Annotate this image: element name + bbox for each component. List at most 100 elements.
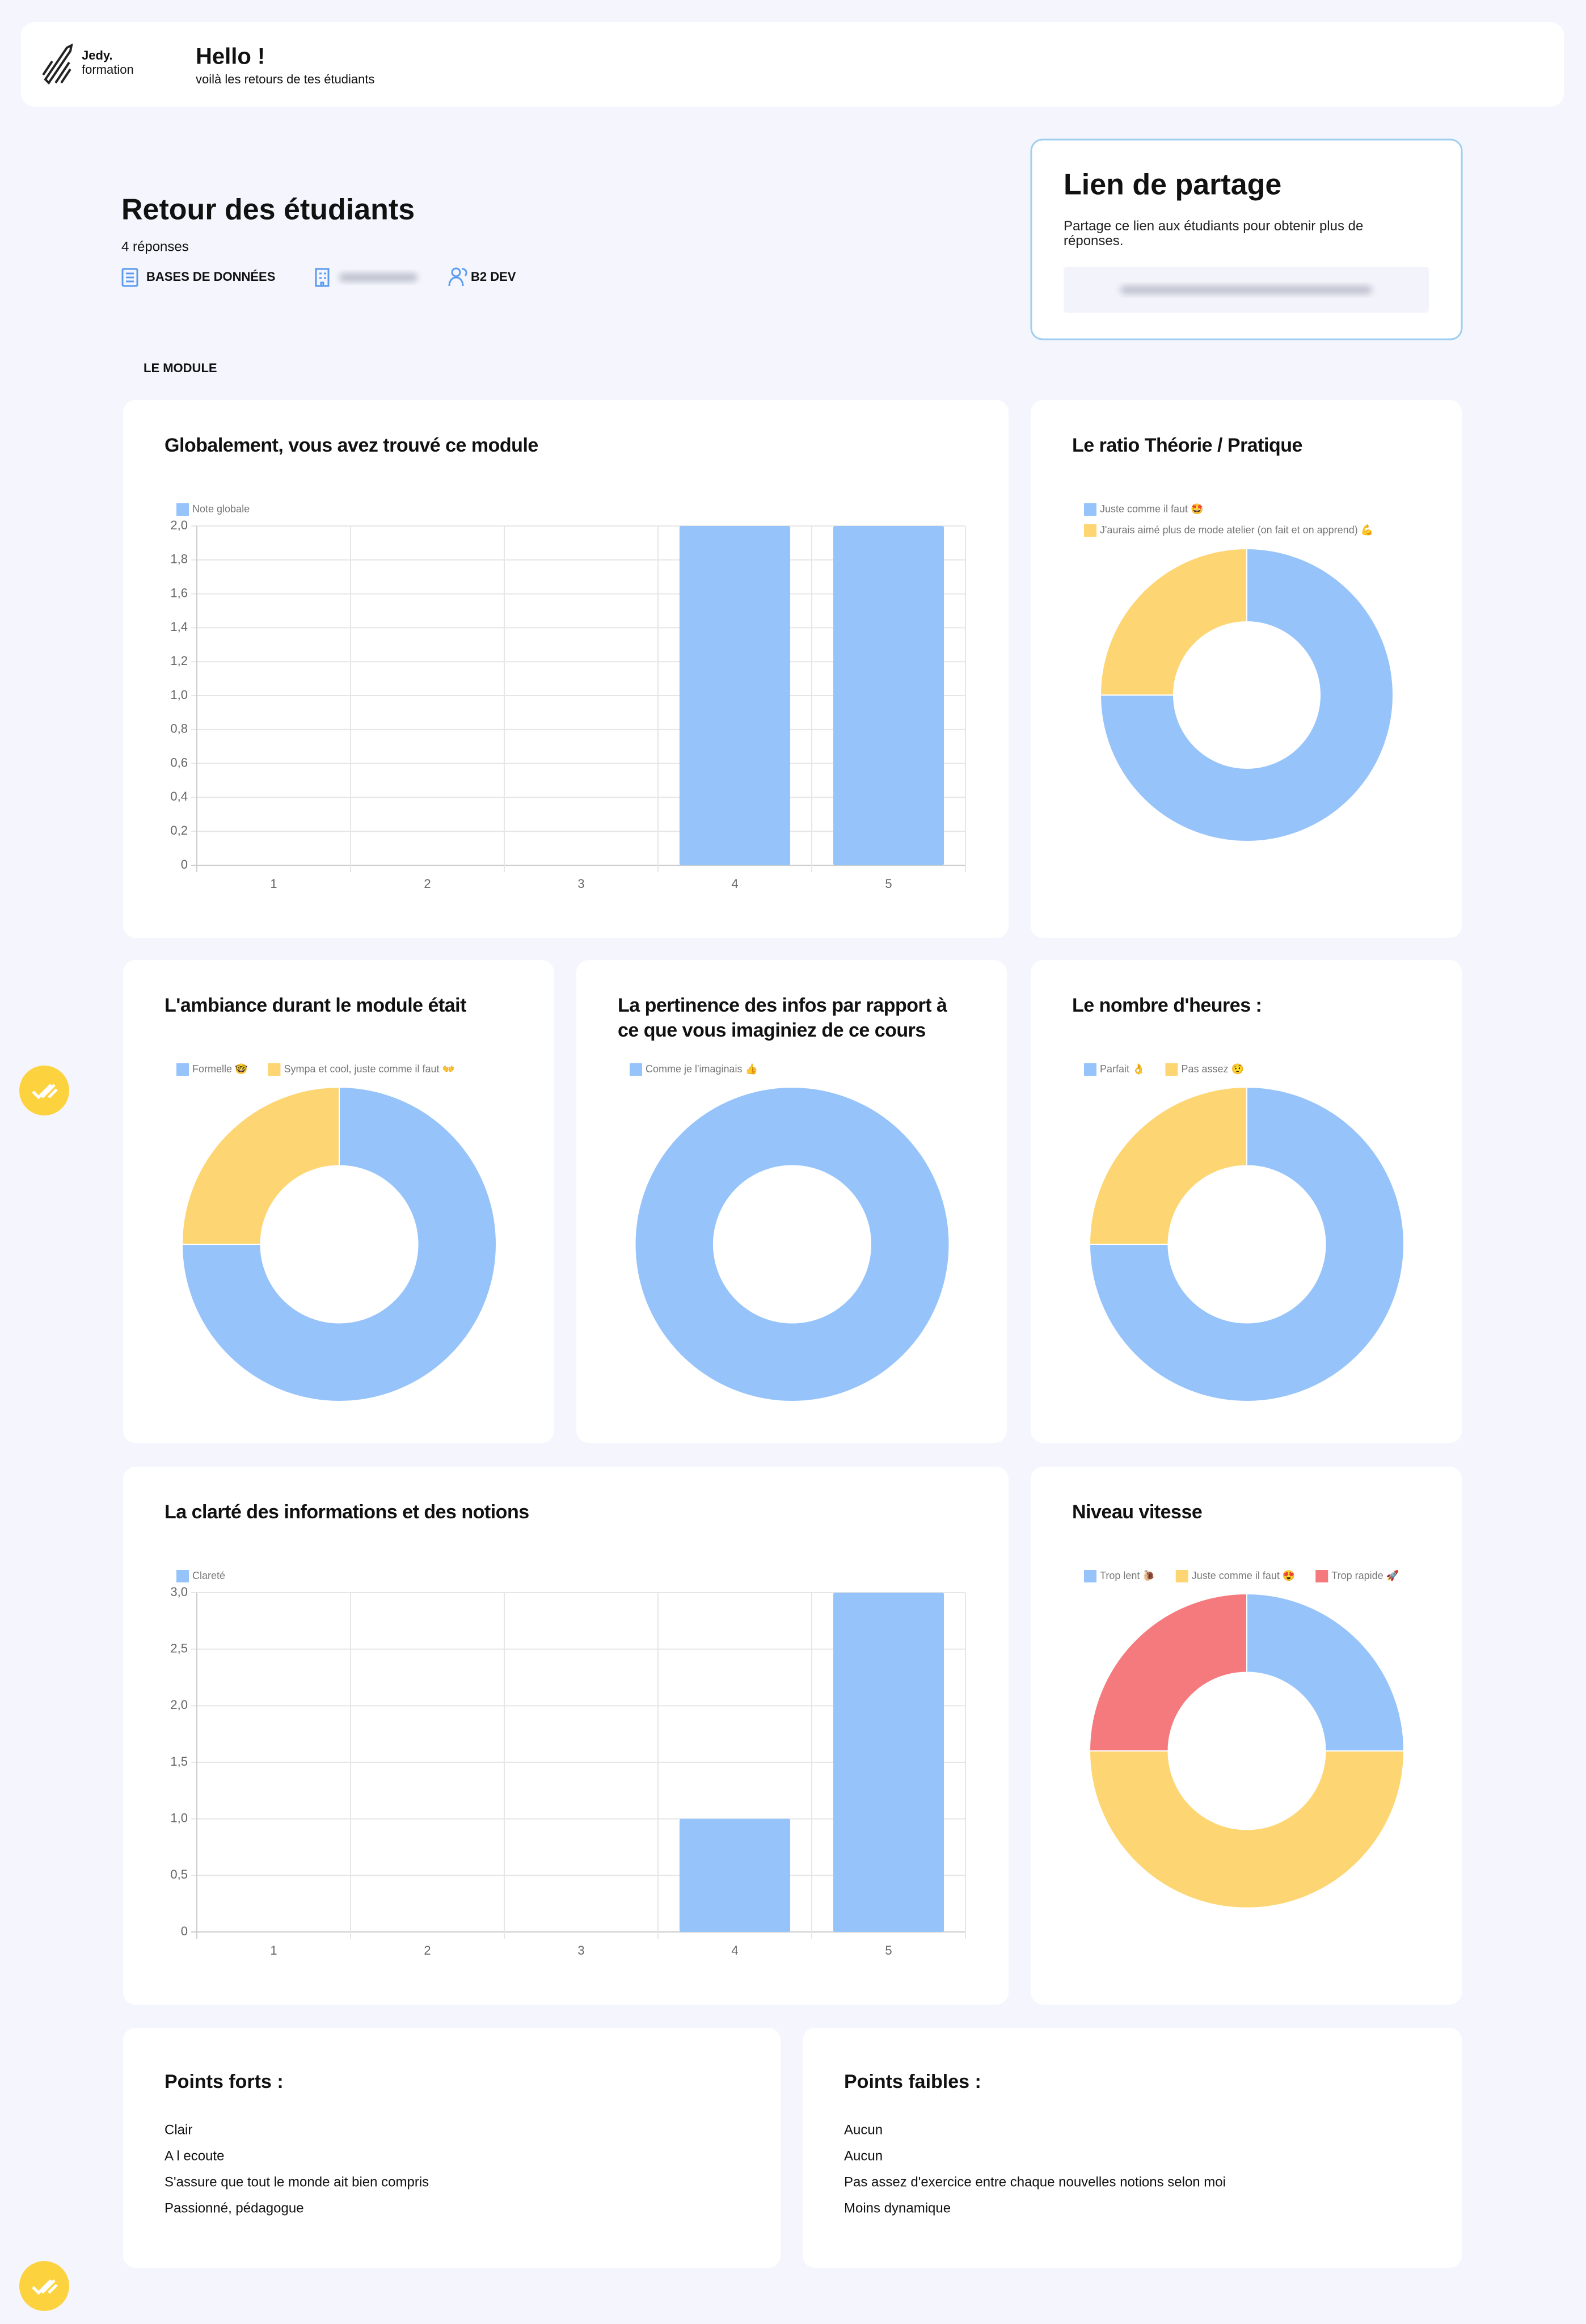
legend-label: Juste comme il faut 🤩 — [1100, 503, 1203, 515]
responses: 4 réponses — [121, 239, 189, 254]
y-tick-label: 1,4 — [170, 620, 188, 634]
y-tick-label: 1,6 — [170, 586, 188, 600]
blurred-tag — [339, 273, 417, 281]
list-item: Aucun — [844, 2148, 883, 2163]
legend-swatch — [176, 503, 189, 516]
legend-item: Formelle 🤓 — [176, 1063, 247, 1076]
tag-icons — [121, 267, 467, 287]
x-tick-label: 4 — [731, 1943, 738, 1957]
x-tick-label: 3 — [577, 1943, 584, 1957]
card-title: L'ambiance durant le module était — [164, 995, 466, 1016]
legend-swatch — [268, 1063, 281, 1076]
brand: Jedy. — [82, 48, 113, 62]
card-title-box: La pertinence des infos par rapport à ce… — [618, 995, 947, 1041]
list-item: A l ecoute — [164, 2148, 224, 2163]
legend-label: Pas assez 🤨 — [1181, 1063, 1243, 1075]
card-title-box: Le ratio Théorie / Pratique — [1072, 435, 1302, 456]
legend-item: Sympa et cool, juste comme il faut 👐 — [268, 1063, 455, 1076]
legend-label: Clareté — [192, 1570, 225, 1581]
y-tick-label: 1,0 — [170, 1811, 188, 1825]
list-item: Passionné, pédagogue — [164, 2200, 304, 2216]
donut-segment — [1089, 1750, 1405, 1909]
card-title: Globalement, vous avez trouvé ce module — [164, 435, 538, 456]
card-title: La pertinence des infos par rapport à ce… — [618, 995, 947, 1041]
legend-item: Clareté — [176, 1570, 225, 1582]
y-tick-label: 2,0 — [170, 518, 188, 532]
donut-segment — [1089, 1593, 1247, 1752]
card — [1031, 400, 1462, 938]
list-item: Pas assez d'exercice entre chaque nouvel… — [844, 2174, 1226, 2190]
x-tick-label: 5 — [885, 877, 892, 891]
card — [123, 2028, 781, 2268]
share-text: Partage ce lien aux étudiants pour obten… — [1064, 219, 1364, 249]
bar — [833, 1593, 944, 1932]
badge[interactable] — [19, 2261, 69, 2311]
donut-segment — [1089, 1086, 1404, 1402]
donut-segment — [1246, 1593, 1405, 1752]
card-title: Niveau vitesse — [1072, 1501, 1203, 1523]
legend-swatch — [176, 1063, 189, 1076]
y-tick-label: 1,5 — [170, 1754, 188, 1769]
blurred-link — [1120, 286, 1372, 294]
donut-segment — [181, 1086, 340, 1245]
bar — [679, 526, 791, 865]
y-tick-label: 1,2 — [170, 654, 188, 668]
card-title-box: Globalement, vous avez trouvé ce module — [164, 435, 538, 456]
y-tick-label: 0,6 — [170, 755, 188, 769]
legend-item: Parfait 👌 — [1084, 1063, 1145, 1076]
donut-segment — [181, 1086, 497, 1402]
legend-swatch — [1165, 1063, 1178, 1076]
legend-item: Juste comme il faut 😍 — [1175, 1570, 1295, 1582]
y-tick-label: 2,0 — [170, 1698, 188, 1712]
legend-label: Juste comme il faut 😍 — [1192, 1570, 1295, 1581]
legend-item: Note globale — [176, 503, 250, 516]
legend-swatch — [176, 1570, 189, 1582]
legend-label: Trop rapide 🚀 — [1331, 1569, 1399, 1581]
legend-swatch — [1315, 1570, 1328, 1582]
x-tick-label: 2 — [424, 1943, 431, 1957]
card — [803, 2028, 1462, 2268]
card-title: Le nombre d'heures : — [1072, 995, 1262, 1016]
list-item: Clair — [164, 2122, 192, 2137]
legend-item: Comme je l'imaginais 👍 — [630, 1063, 758, 1076]
donut-segment — [1099, 548, 1394, 842]
x-tick-label: 1 — [270, 1943, 277, 1957]
y-tick-label: 1,0 — [170, 688, 188, 702]
legend-swatch — [1084, 524, 1096, 537]
list-title: Points forts : — [164, 2071, 284, 2093]
list-item: Moins dynamique — [844, 2200, 951, 2216]
list-title: Points faibles : — [844, 2071, 981, 2093]
y-tick-label: 0,2 — [170, 823, 188, 837]
legend-item: J'aurais aimé plus de mode atelier (on f… — [1084, 524, 1373, 537]
hello-title: Hello ! — [196, 44, 265, 69]
donut-segment — [634, 1086, 950, 1403]
y-tick-label: 1,8 — [170, 552, 188, 566]
card-title-box: Le nombre d'heures : — [1072, 995, 1262, 1016]
brand-sub: formation — [82, 62, 134, 77]
hello-subtitle: voilà les retours de tes étudiants — [196, 72, 375, 86]
legend-swatch — [1175, 1570, 1188, 1582]
bar — [679, 1818, 791, 1932]
x-tick-label: 4 — [731, 877, 738, 891]
card-title: La clarté des informations et des notion… — [164, 1501, 529, 1523]
legend-item: Trop lent 🐌 — [1084, 1570, 1155, 1582]
legend-swatch — [1084, 1570, 1096, 1582]
badge[interactable] — [19, 1066, 69, 1115]
share-title: Lien de partage — [1064, 169, 1281, 201]
y-tick-label: 0,5 — [170, 1867, 188, 1881]
bar — [833, 526, 944, 865]
legend-label: Note globale — [192, 503, 250, 515]
card-title-box: La clarté des informations et des notion… — [164, 1501, 529, 1523]
card-title: Le ratio Théorie / Pratique — [1072, 435, 1302, 456]
legend-label: Parfait 👌 — [1100, 1063, 1145, 1075]
legend-label: Comme je l'imaginais 👍 — [646, 1063, 758, 1075]
legend-item: Trop rapide 🚀 — [1315, 1569, 1399, 1582]
x-tick-label: 3 — [577, 877, 584, 891]
logo — [42, 43, 73, 85]
x-tick-label: 2 — [424, 877, 431, 891]
y-tick-label: 0,4 — [170, 789, 188, 803]
card-title-box: Niveau vitesse — [1072, 1501, 1203, 1523]
legend-swatch — [630, 1063, 642, 1076]
y-tick-label: 0 — [181, 857, 188, 872]
